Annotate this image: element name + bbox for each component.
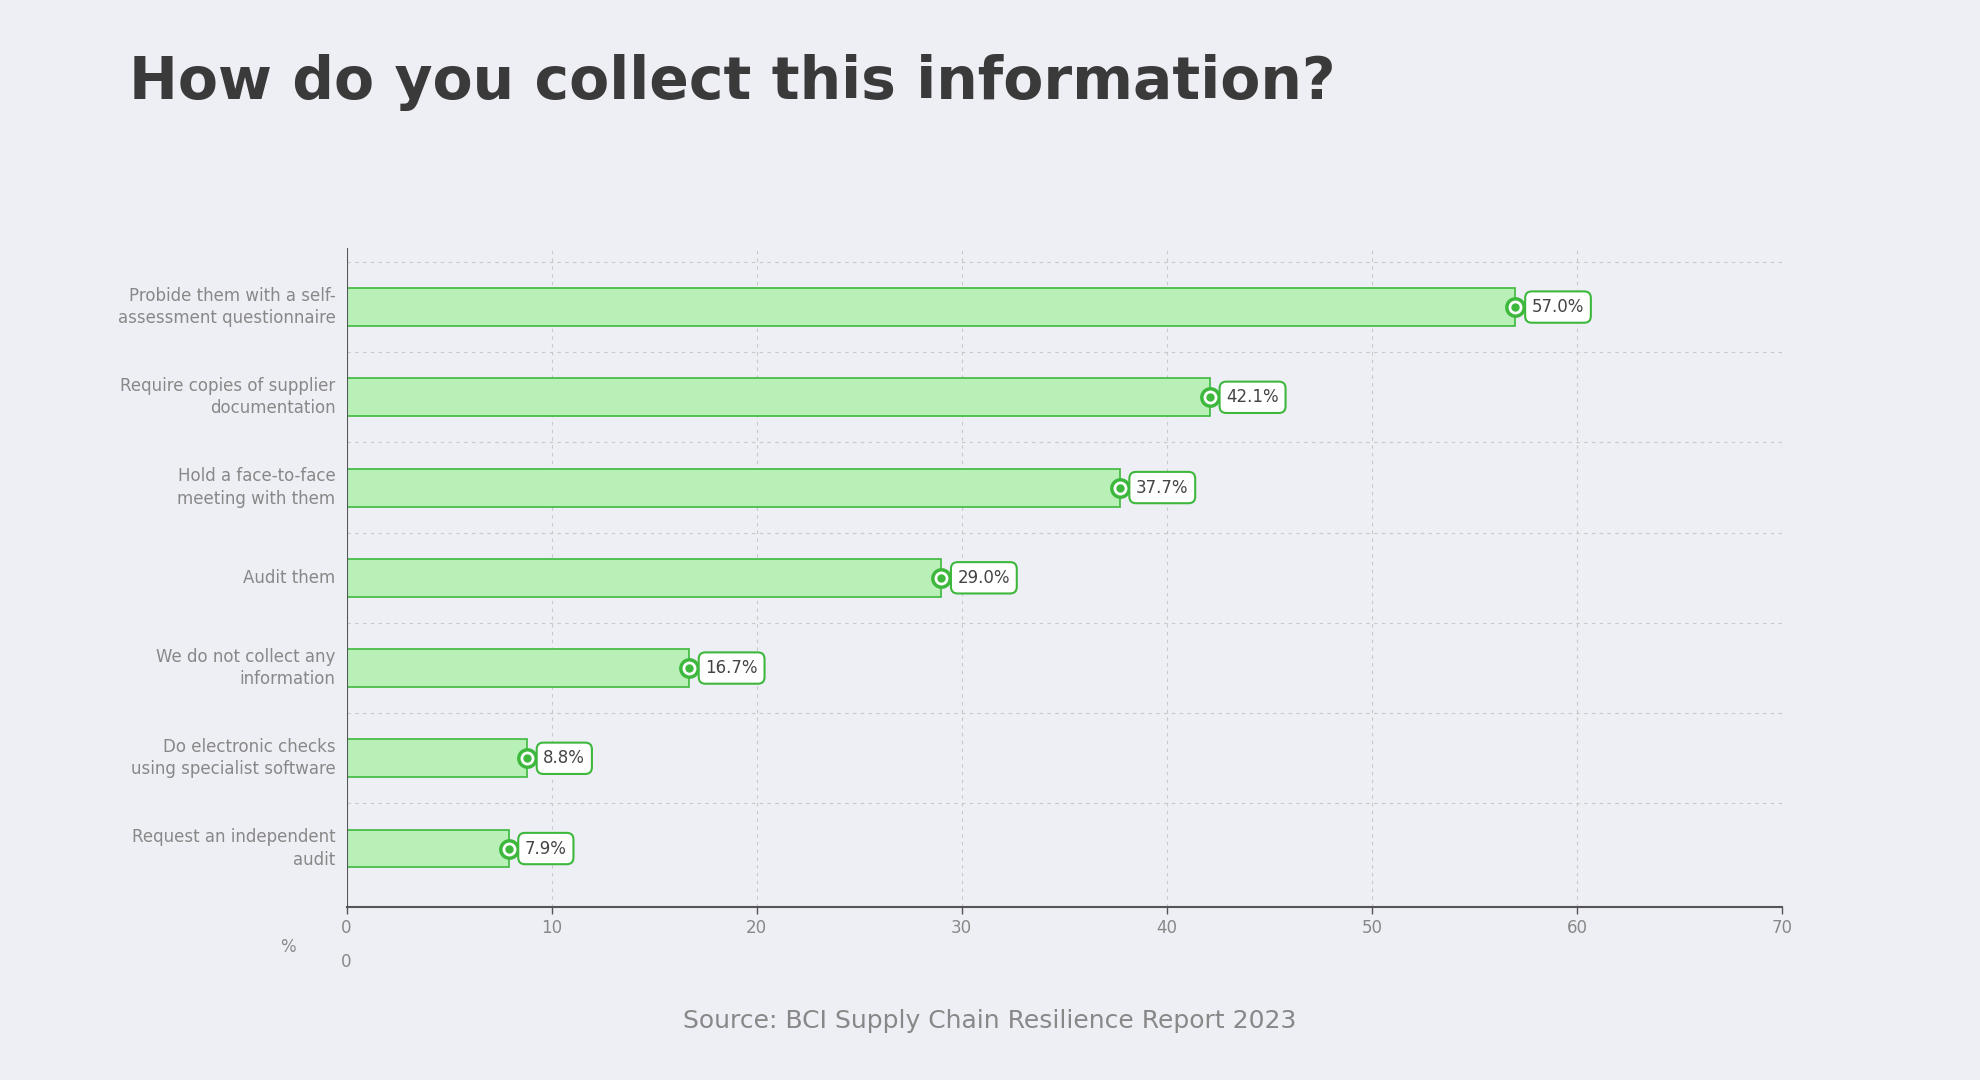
Bar [346,288,1515,326]
Text: 7.9%: 7.9% [525,839,566,858]
Text: %: % [281,937,295,956]
Bar [346,378,1210,416]
Text: How do you collect this information?: How do you collect this information? [129,54,1335,111]
Text: Source: BCI Supply Chain Resilience Report 2023: Source: BCI Supply Chain Resilience Repo… [683,1009,1297,1032]
Text: 42.1%: 42.1% [1226,389,1279,406]
Bar [346,469,1119,507]
Text: 0: 0 [341,954,350,971]
Text: 29.0%: 29.0% [958,569,1010,586]
Bar [346,558,940,597]
Text: 8.8%: 8.8% [543,750,586,767]
Text: 57.0%: 57.0% [1533,298,1584,316]
Bar [346,649,689,687]
Bar [346,829,509,867]
Text: 37.7%: 37.7% [1137,478,1188,497]
Text: 16.7%: 16.7% [705,659,758,677]
Bar [346,740,527,778]
